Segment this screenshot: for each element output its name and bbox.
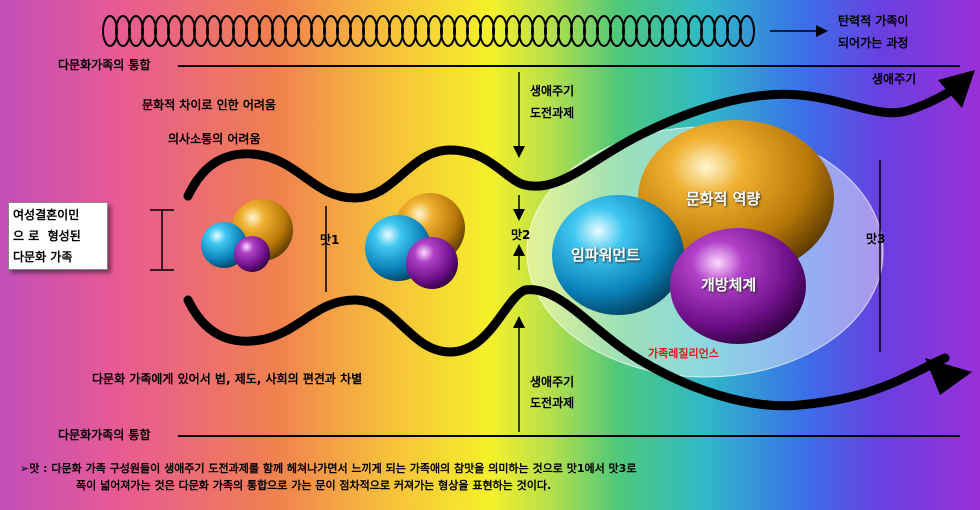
migrant-family-line1: 여성결혼이민	[13, 208, 80, 222]
coil-loop	[349, 15, 365, 47]
coil-loop	[583, 15, 599, 47]
coil-loop	[700, 15, 716, 47]
coil-loop	[336, 15, 352, 47]
institutional-difficulty-label: 다문화 가족에게 있어서 법, 제도, 사회의 편견과 차별	[92, 372, 363, 386]
coil-loop	[375, 15, 391, 47]
challenge-bottom-label-1: 생애주기	[530, 375, 575, 389]
resilient-family-label-1: 탄력적 가족이	[838, 14, 909, 28]
resilience-label: 가족레질리언스	[648, 347, 719, 360]
coil-loop	[440, 15, 456, 47]
coil-loop	[739, 15, 755, 47]
coil-loop	[154, 15, 170, 47]
width-bracket	[150, 209, 174, 271]
coil-loop	[531, 15, 547, 47]
coil-spring	[102, 15, 755, 47]
coil-loop	[609, 15, 625, 47]
coil-loop	[193, 15, 209, 47]
life-cycle-label: 생애주기	[872, 72, 917, 86]
coil-loop	[245, 15, 261, 47]
coil-loop	[466, 15, 482, 47]
coil-loop	[479, 15, 495, 47]
taste3-label: 맛3	[866, 232, 886, 246]
resilient-family-label-2: 되어가는 과정	[838, 36, 909, 50]
coil-loop	[518, 15, 534, 47]
taste1-label: 맛1	[320, 233, 340, 247]
coil-loop	[297, 15, 313, 47]
coil-loop	[505, 15, 521, 47]
coil-loop	[180, 15, 196, 47]
cultural-difficulty-label: 문화적 차이로 인한 어려움	[142, 98, 276, 112]
challenge-bottom-label-2: 도전과제	[530, 396, 575, 410]
coil-loop	[271, 15, 287, 47]
sphere-purple-medium	[406, 237, 458, 289]
integration-label-top: 다문화가족의 통합	[58, 58, 151, 72]
coil-loop	[115, 15, 131, 47]
coil-loop	[661, 15, 677, 47]
challenge-top-label-2: 도전과제	[530, 106, 575, 120]
cultural-competence-label: 문화적 역량	[686, 190, 761, 208]
coil-loop	[258, 15, 274, 47]
coil-loop	[492, 15, 508, 47]
coil-loop	[388, 15, 404, 47]
coil-loop	[427, 15, 443, 47]
coil-loop	[622, 15, 638, 47]
coil-loop	[284, 15, 300, 47]
wave-top	[183, 83, 960, 203]
coil-loop	[687, 15, 703, 47]
footnote-line1: ➢맛 : 다문화 가족 구성원들이 생애주기 도전과제를 함께 헤쳐나가면서 느…	[20, 462, 637, 475]
sphere-empowerment	[552, 195, 684, 315]
coil-loop	[453, 15, 469, 47]
sphere-cultural-competence	[638, 120, 834, 276]
coil-loop	[310, 15, 326, 47]
sphere-open-system	[670, 228, 806, 344]
open-system-label: 개방체계	[701, 276, 757, 294]
coil-loop	[362, 15, 378, 47]
coil-loop	[128, 15, 144, 47]
migrant-family-box: 여성결혼이민 으 로 형성된 다문화 가족	[8, 202, 108, 270]
coil-loop	[648, 15, 664, 47]
coil-loop	[102, 15, 118, 47]
coil-loop	[726, 15, 742, 47]
coil-loop	[141, 15, 157, 47]
empowerment-label: 임파워먼트	[571, 246, 641, 264]
wave-bottom-arrowhead	[925, 358, 972, 395]
coil-loop	[570, 15, 586, 47]
coil-loop	[323, 15, 339, 47]
sphere-purple-small	[234, 236, 270, 272]
challenge-top-label-1: 생애주기	[530, 84, 575, 98]
coil-loop	[596, 15, 612, 47]
coil-loop	[167, 15, 183, 47]
coil-loop	[401, 15, 417, 47]
integration-label-bottom: 다문화가족의 통합	[58, 428, 151, 442]
coil-loop	[414, 15, 430, 47]
coil-loop	[219, 15, 235, 47]
footnote: ➢맛 : 다문화 가족 구성원들이 생애주기 도전과제를 함께 헤쳐나가면서 느…	[20, 460, 970, 494]
communication-difficulty-label: 의사소통의 어려움	[168, 132, 261, 146]
coil-loop	[635, 15, 651, 47]
footnote-line2: 폭이 넓어져가는 것은 다문화 가족의 통합으로 가는 문이 점차적으로 커져가…	[76, 479, 552, 492]
coil-loop	[232, 15, 248, 47]
coil-loop	[713, 15, 729, 47]
coil-loop	[544, 15, 560, 47]
wave-top-arrowhead	[938, 70, 975, 108]
coil-loop	[674, 15, 690, 47]
coil-loop	[206, 15, 222, 47]
migrant-family-line3: 다문화 가족	[13, 250, 73, 264]
migrant-family-line2: 으 로 형성된	[13, 229, 81, 243]
coil-loop	[557, 15, 573, 47]
taste2-label: 맛2	[511, 228, 531, 242]
wave-bottom	[183, 285, 950, 411]
